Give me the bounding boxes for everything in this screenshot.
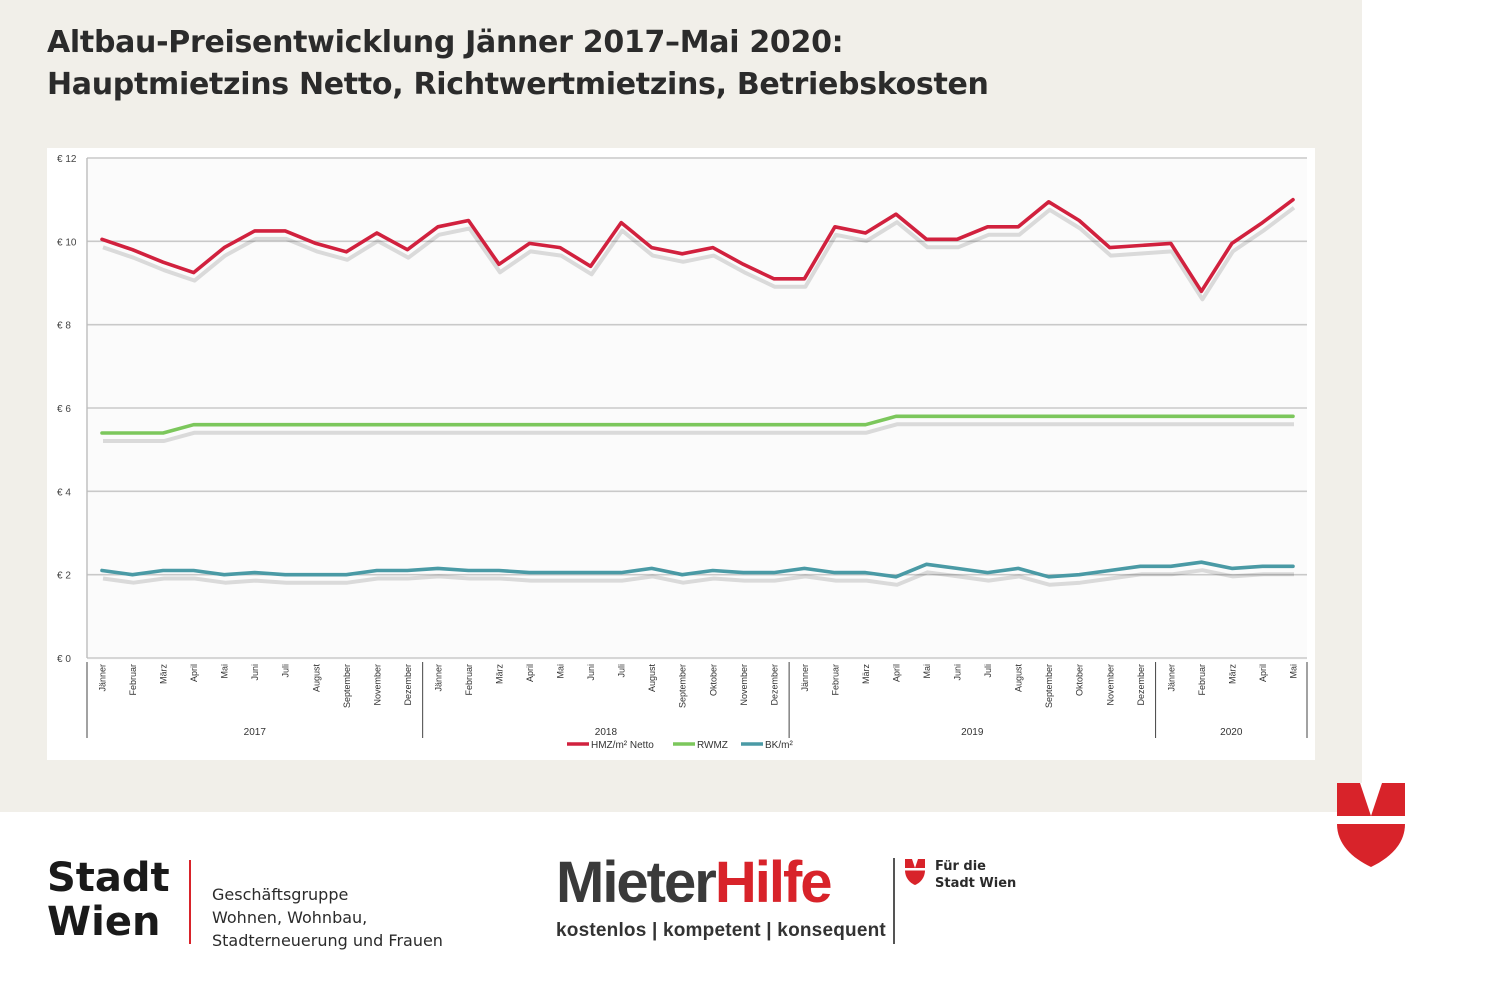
y-tick-label: € 2 xyxy=(57,571,71,582)
stadt-logo-divider xyxy=(189,860,191,944)
y-tick-label: € 6 xyxy=(57,404,71,415)
year-group-label: 2018 xyxy=(595,727,618,738)
x-tick-label: Juli xyxy=(281,664,291,678)
x-tick-label: Februar xyxy=(128,664,138,696)
mieterhilfe-logo: MieterHilfe xyxy=(556,850,833,916)
geschaeft-line-3: Stadterneuerung und Frauen xyxy=(212,931,443,950)
stadt-logo-line-1: Stadt xyxy=(47,855,170,901)
x-tick-label: November xyxy=(372,664,382,706)
chart-card: € 0 € 2 € 4 € 6 € 8 € 10 € 12 Jänner Februar Mär… xyxy=(47,148,1315,760)
stadt-logo-line-2: Wien xyxy=(47,899,161,945)
title-line-2: Hauptmietzins Netto, Richtwertmietzins, … xyxy=(47,67,989,102)
series-shadow xyxy=(102,206,1296,302)
x-tick-label: Juni xyxy=(953,664,963,681)
x-tick-label: März xyxy=(1227,664,1237,684)
geschaeft-line-1: Geschäftsgruppe xyxy=(212,885,349,904)
wien-shield-large-icon xyxy=(1337,783,1405,867)
page-title: Altbau-Preisentwicklung Jänner 2017–Mai … xyxy=(47,22,989,106)
y-tick-label: € 4 xyxy=(57,487,71,498)
x-tick-label: November xyxy=(739,664,749,706)
x-tick-label: Februar xyxy=(464,664,474,696)
geschaeftsgruppe-text: Geschäftsgruppe Wohnen, Wohnbau, Stadter… xyxy=(212,883,443,952)
x-tick-label: Jänner xyxy=(800,664,810,692)
fuer-line-1: Für die xyxy=(935,859,987,874)
series-line xyxy=(100,197,1295,294)
series-line xyxy=(100,560,1295,579)
x-tick-label: Dezember xyxy=(769,664,779,706)
geschaeft-line-2: Wohnen, Wohnbau, xyxy=(212,908,368,927)
legend: HMZ/m² Netto RWMZ BK/m² xyxy=(567,740,793,751)
mieterhilfe-tagline: kostenlos | kompetent | konsequent xyxy=(556,920,886,941)
x-tick-label: April xyxy=(892,664,902,682)
year-group-label: 2017 xyxy=(244,727,267,738)
x-tick-label: Februar xyxy=(830,664,840,696)
fuer-line-2: Stadt Wien xyxy=(935,876,1017,891)
y-tick-label: € 8 xyxy=(57,321,71,332)
x-tick-label: Dezember xyxy=(1136,664,1146,706)
x-tick-label: Februar xyxy=(1197,664,1207,696)
x-tick-label: Oktober xyxy=(1075,664,1085,696)
x-tick-label: Juni xyxy=(250,664,260,681)
x-tick-label: März xyxy=(495,664,505,684)
x-tick-label: Juni xyxy=(586,664,596,681)
fuer-die-stadt-wien: Für die Stadt Wien xyxy=(935,858,1016,892)
x-tick-label: Oktober xyxy=(708,664,718,696)
series-shadow xyxy=(102,568,1294,587)
footer xyxy=(0,812,1500,990)
mieterhilfe-hilfe: Hilfe xyxy=(714,850,833,915)
x-tick-label: Jänner xyxy=(1166,664,1176,692)
y-tick-label: € 10 xyxy=(57,237,77,248)
x-tick-label: November xyxy=(1105,664,1115,706)
y-axis: € 0 € 2 € 4 € 6 € 8 € 10 € 12 xyxy=(57,154,88,665)
y-tick-label: € 0 xyxy=(57,654,71,665)
x-tick-label: Juli xyxy=(617,664,627,678)
x-tick-label: März xyxy=(159,664,169,684)
x-tick-label: April xyxy=(189,664,199,682)
year-group-label: 2019 xyxy=(961,727,984,738)
wien-shield-small-icon xyxy=(905,859,925,885)
x-tick-label: Mai xyxy=(556,664,566,679)
x-axis: Jänner Februar März April Mai Juni Juli August S… xyxy=(86,662,1308,738)
x-tick-label: Dezember xyxy=(403,664,413,706)
x-tick-label: Mai xyxy=(1289,664,1299,679)
x-tick-label: August xyxy=(1014,664,1024,693)
mieterhilfe-divider xyxy=(893,858,895,944)
x-tick-label: April xyxy=(1258,664,1268,682)
x-tick-label: Mai xyxy=(220,664,230,679)
legend-label: BK/m² xyxy=(765,740,793,751)
x-tick-label: September xyxy=(1044,664,1054,708)
legend-label: HMZ/m² Netto xyxy=(591,740,654,751)
y-tick-label: € 12 xyxy=(57,154,77,165)
x-tick-label: September xyxy=(678,664,688,708)
x-tick-label: Jänner xyxy=(433,664,443,692)
x-tick-label: Mai xyxy=(922,664,932,679)
legend-label: RWMZ xyxy=(697,740,728,751)
x-tick-label: Jänner xyxy=(98,664,108,692)
year-group-label: 2020 xyxy=(1220,727,1243,738)
x-tick-label: September xyxy=(342,664,352,708)
plot-area xyxy=(87,158,1307,660)
x-tick-label: März xyxy=(861,664,871,684)
title-line-1: Altbau-Preisentwicklung Jänner 2017–Mai … xyxy=(47,25,844,60)
mieterhilfe-mieter: Mieter xyxy=(556,850,717,915)
line-chart: € 0 € 2 € 4 € 6 € 8 € 10 € 12 Jänner Februar Mär… xyxy=(57,154,1308,751)
series-group xyxy=(100,197,1296,587)
x-tick-label: August xyxy=(311,664,321,693)
series-line xyxy=(100,414,1295,435)
x-tick-label: April xyxy=(525,664,535,682)
x-tick-label: Juli xyxy=(983,664,993,678)
stadt-wien-logo: Stadt Wien xyxy=(47,856,170,944)
x-tick-label: August xyxy=(647,664,657,693)
series-shadow xyxy=(103,422,1294,443)
